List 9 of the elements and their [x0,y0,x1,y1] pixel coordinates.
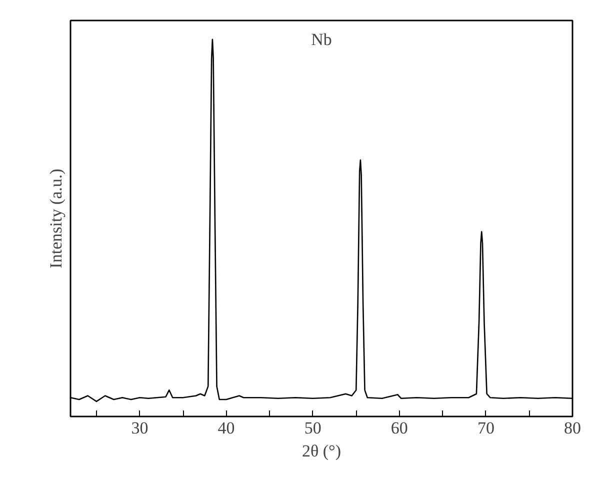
x-axis-title: 2θ (°) [302,442,342,460]
x-tick-label: 70 [477,418,494,438]
x-tick-label: 40 [218,418,235,438]
x-tick-label: 80 [564,418,581,438]
x-tick-label: 30 [131,418,148,438]
y-axis-title: Intensity (a.u.) [46,168,66,268]
x-tick-label: 50 [304,418,322,438]
chart-title: Nb [311,30,332,49]
x-tick-label: 60 [390,418,408,438]
